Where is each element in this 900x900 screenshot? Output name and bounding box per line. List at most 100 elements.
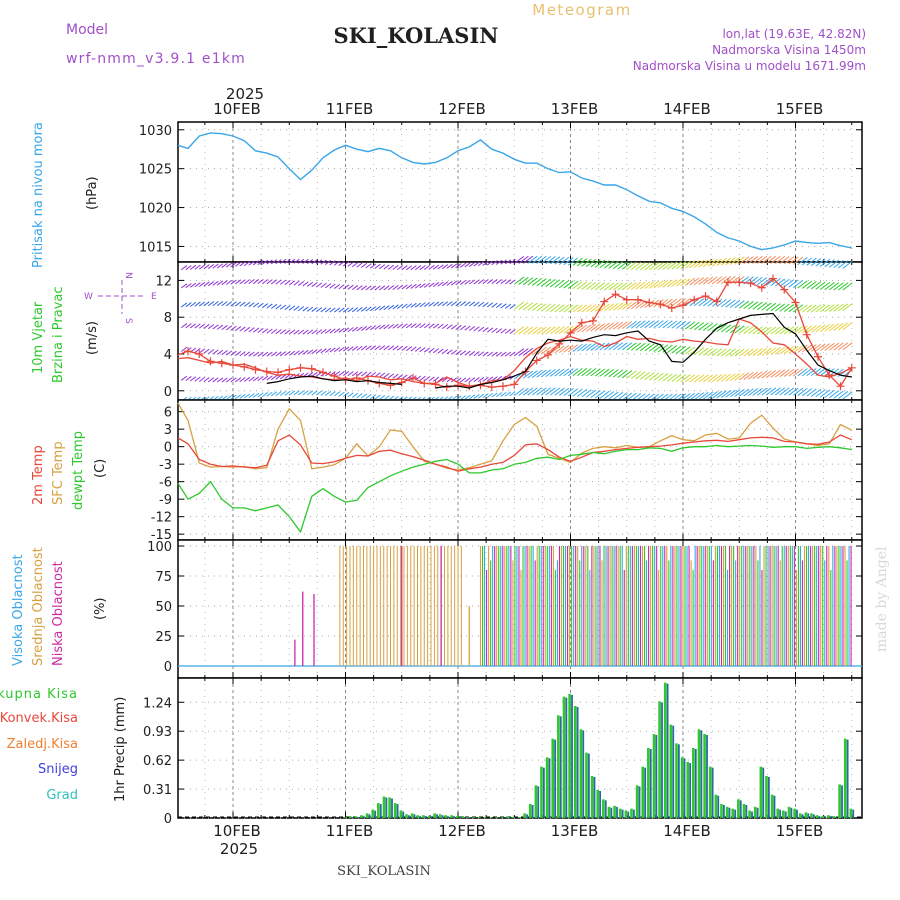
wind-barb <box>590 259 601 268</box>
precip-bar-total <box>635 785 639 818</box>
model-altitude-label: Nadmorska Visina u modelu 1671.99m <box>633 59 866 73</box>
wind-barb <box>630 342 642 351</box>
wind-barb <box>527 387 538 396</box>
wind-barb <box>351 392 359 398</box>
precip-bar-total <box>798 813 802 818</box>
wind-barb <box>824 389 835 398</box>
wind-barb <box>486 351 494 357</box>
wind-barb <box>783 256 795 265</box>
wind-barb <box>707 348 718 357</box>
wind-barb <box>482 260 489 266</box>
wind-barb <box>275 329 282 335</box>
wind-barb <box>495 351 503 357</box>
ytick-label: -3 <box>159 458 172 473</box>
gust-marker <box>600 297 609 306</box>
wind-barb <box>446 280 453 286</box>
wind-barb <box>203 323 210 329</box>
wind-barb <box>581 304 592 313</box>
wind-barb <box>441 348 449 354</box>
wind-barb <box>270 391 278 397</box>
wind-barb <box>693 347 705 356</box>
wind-barb <box>635 300 646 309</box>
precip-legend: Ukupna Kisa Konvek.Kisa Zaledj.Kisa Snij… <box>0 687 78 803</box>
wind-barb <box>666 298 678 307</box>
gust-marker <box>262 367 271 376</box>
precip-bar-snow <box>666 683 669 818</box>
wind-barb <box>558 304 570 313</box>
wind-barb <box>266 328 273 334</box>
precip-bar-snow <box>599 791 602 818</box>
wind-barb <box>842 282 853 291</box>
wind-barb <box>819 343 831 352</box>
wind-barb <box>725 299 736 308</box>
panel-wind: 0 4 8 12 <box>155 255 863 402</box>
wind-barb <box>513 301 525 310</box>
cloud-unit: (%) <box>93 598 108 621</box>
wind-barb <box>414 323 422 329</box>
wind-barb <box>716 276 727 285</box>
ytick-label: 8 <box>164 311 172 326</box>
wind-barb <box>509 279 516 285</box>
precip-bar-total <box>405 814 408 818</box>
wind-barb <box>621 301 633 310</box>
wind-barb <box>716 373 727 382</box>
wind-barb <box>194 301 201 307</box>
wind-barb <box>756 277 768 286</box>
wind-barb <box>540 369 552 378</box>
wind-barb <box>702 347 714 356</box>
wind-barb <box>257 327 264 333</box>
wind-barb <box>549 279 561 288</box>
wind-barb <box>234 394 242 400</box>
wind-barb <box>374 394 381 400</box>
wind-barb <box>752 301 763 310</box>
wind-barb <box>302 349 309 355</box>
precip-bar-total <box>832 816 836 818</box>
precip-bar-total <box>658 701 661 818</box>
wind-barb <box>513 276 525 285</box>
precip-bar-snow <box>689 763 692 818</box>
precip-bar-snow <box>829 816 832 818</box>
wind-barb <box>284 390 291 396</box>
wind-barb <box>657 299 669 308</box>
wind-barb <box>216 324 224 330</box>
wind-barb <box>531 277 543 286</box>
wind-barb <box>216 301 224 307</box>
wind-barb <box>675 298 687 307</box>
wind-barb <box>779 326 790 335</box>
wind-barb <box>275 391 282 397</box>
wind-barb <box>725 389 736 398</box>
wind-barb <box>203 377 210 383</box>
gust-marker <box>577 318 586 327</box>
wind-barb <box>234 377 242 383</box>
wind-barb <box>648 372 660 381</box>
wind-barb <box>725 373 736 382</box>
sfc-temp-line <box>177 402 853 471</box>
wind-barb <box>527 255 538 264</box>
wind-barb <box>680 321 691 330</box>
wind-barb <box>801 344 813 353</box>
wind-barb <box>608 302 619 311</box>
wind-barb <box>351 345 359 351</box>
wind-barb <box>630 301 642 310</box>
wind-barb <box>518 301 529 310</box>
wind-barb <box>225 394 233 400</box>
wind-barb <box>716 348 727 357</box>
precip-bar-snow <box>818 816 821 818</box>
wind-barb <box>806 257 817 266</box>
watermark: made by Angel <box>874 546 890 652</box>
wind-barb <box>797 257 808 266</box>
wind-barb <box>189 264 197 270</box>
wind-barb <box>468 301 476 307</box>
wind-barb <box>297 390 305 396</box>
wind-barb <box>239 279 246 285</box>
precip-bar-total <box>506 816 510 818</box>
wind-barb <box>653 372 664 381</box>
wind-barb <box>180 375 188 381</box>
precip-bar-snow <box>632 809 635 818</box>
precip-bar-snow <box>661 702 663 818</box>
precip-bar-snow <box>756 807 759 818</box>
wind-barb <box>662 320 673 329</box>
wind-barb <box>720 257 732 266</box>
wind-barb <box>797 387 808 396</box>
wind-barb <box>756 370 768 379</box>
